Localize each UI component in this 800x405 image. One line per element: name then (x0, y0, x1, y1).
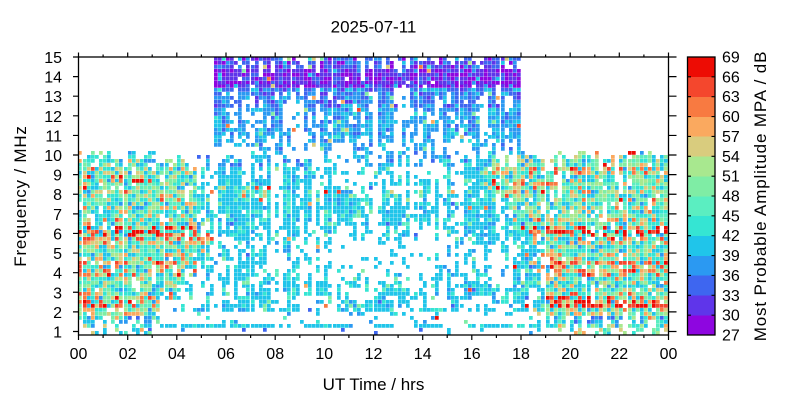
svg-text:Most Probable Amplitude MPA /: Most Probable Amplitude MPA / dB (751, 51, 770, 342)
svg-text:69: 69 (722, 50, 740, 67)
svg-text:63: 63 (722, 89, 740, 106)
svg-text:7: 7 (53, 207, 62, 224)
svg-text:42: 42 (722, 228, 740, 245)
svg-text:2: 2 (53, 305, 62, 322)
svg-text:57: 57 (722, 129, 740, 146)
svg-text:14: 14 (414, 346, 432, 363)
svg-text:00: 00 (660, 346, 678, 363)
svg-text:08: 08 (266, 346, 284, 363)
svg-text:60: 60 (722, 109, 740, 126)
svg-text:20: 20 (561, 346, 579, 363)
svg-text:Frequency / MHz: Frequency / MHz (11, 125, 30, 266)
svg-text:3: 3 (53, 285, 62, 302)
svg-text:06: 06 (217, 346, 235, 363)
svg-text:33: 33 (722, 288, 740, 305)
svg-text:12: 12 (44, 109, 62, 126)
svg-text:45: 45 (722, 208, 740, 225)
svg-text:9: 9 (53, 168, 62, 185)
svg-text:14: 14 (44, 70, 62, 87)
svg-text:1: 1 (53, 325, 62, 342)
svg-text:48: 48 (722, 189, 740, 206)
svg-text:39: 39 (722, 248, 740, 265)
svg-text:11: 11 (45, 128, 62, 145)
svg-text:30: 30 (722, 308, 740, 325)
svg-text:13: 13 (44, 89, 62, 106)
svg-text:51: 51 (722, 169, 740, 186)
svg-text:54: 54 (722, 149, 740, 166)
svg-text:10: 10 (44, 148, 62, 165)
svg-text:36: 36 (722, 268, 740, 285)
svg-text:8: 8 (53, 187, 62, 204)
svg-text:04: 04 (168, 346, 186, 363)
svg-text:12: 12 (365, 346, 383, 363)
svg-text:00: 00 (70, 346, 88, 363)
svg-text:6: 6 (53, 227, 62, 244)
svg-text:UT Time / hrs: UT Time / hrs (323, 375, 425, 394)
svg-text:16: 16 (463, 346, 481, 363)
svg-text:15: 15 (44, 50, 62, 67)
svg-text:02: 02 (119, 346, 137, 363)
svg-text:66: 66 (722, 69, 740, 86)
svg-text:4: 4 (53, 266, 62, 283)
svg-text:22: 22 (610, 346, 628, 363)
svg-text:5: 5 (53, 246, 62, 263)
svg-text:18: 18 (512, 346, 530, 363)
svg-text:10: 10 (315, 346, 333, 363)
svg-text:2025-07-11: 2025-07-11 (331, 18, 417, 37)
svg-text:27: 27 (722, 328, 740, 345)
